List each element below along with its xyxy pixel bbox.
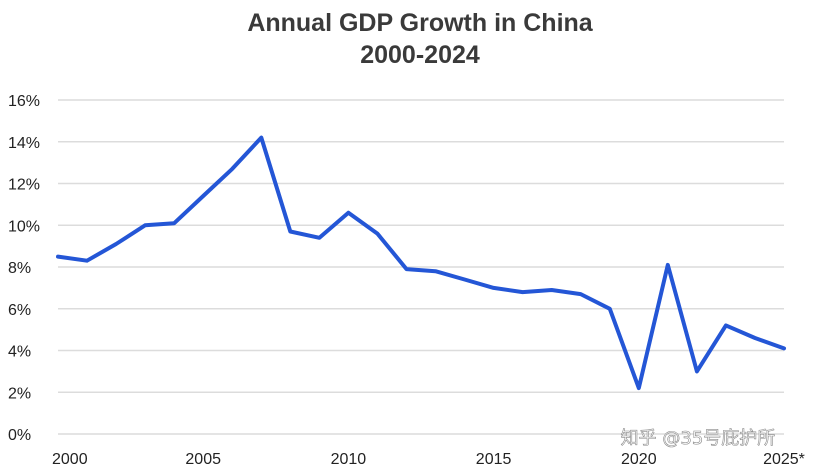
y-tick-label: 0% [8,427,31,444]
series-line [56,135,786,391]
y-tick-label: 16% [8,93,40,110]
gridlines [58,99,784,435]
y-tick-label: 2% [8,385,31,402]
x-tick-label: 2000 [52,451,88,468]
y-tick-label: 6% [8,302,31,319]
x-tick-label: 2025* [763,451,805,468]
x-tick-label: 2005 [185,451,221,468]
x-tick-label: 2020 [621,451,657,468]
y-tick-label: 12% [8,177,40,194]
y-tick-label: 14% [8,135,40,152]
y-tick-label: 4% [8,344,31,361]
series-layer [56,135,786,391]
x-tick-label: 2015 [476,451,512,468]
chart-subtitle: 2000-2024 [360,41,480,69]
x-axis-ticks: 2000 2005 2010 2015 2020 2025* [52,451,805,468]
y-tick-label: 10% [8,218,40,235]
chart-title: Annual GDP Growth in China [247,9,593,37]
watermark-text: 知乎 @35号庇护所 [621,428,776,449]
x-tick-label: 2010 [331,451,367,468]
y-axis-ticks: 0% 2% 4% 6% 8% 10% 12% 14% 16% [8,93,40,444]
y-tick-label: 8% [8,260,31,277]
